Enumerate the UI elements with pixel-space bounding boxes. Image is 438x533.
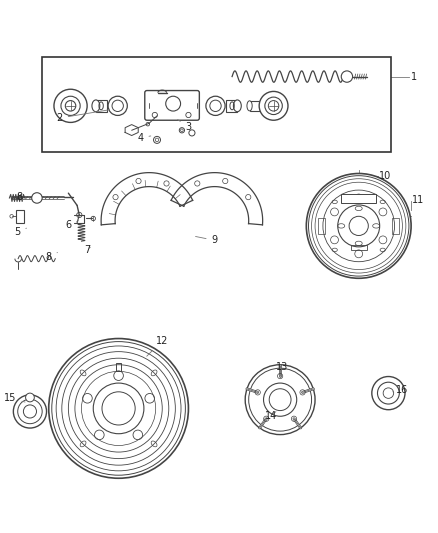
Circle shape	[306, 174, 411, 278]
Text: 11: 11	[412, 195, 424, 205]
Bar	[341, 193, 376, 203]
Circle shape	[245, 365, 315, 434]
Bar	[250, 101, 262, 111]
Text: 7: 7	[84, 245, 90, 255]
FancyBboxPatch shape	[145, 91, 199, 120]
Text: 9: 9	[195, 235, 218, 245]
Circle shape	[206, 96, 225, 116]
Text: 16: 16	[393, 385, 409, 394]
Circle shape	[13, 395, 46, 428]
Text: 2: 2	[57, 110, 110, 123]
Text: 4: 4	[138, 133, 151, 143]
Text: 8: 8	[16, 192, 23, 201]
Ellipse shape	[247, 101, 252, 111]
Bar	[16, 210, 24, 223]
Bar	[351, 245, 367, 250]
Text: 8: 8	[46, 252, 57, 262]
Text: 3: 3	[178, 119, 191, 132]
Text: 15: 15	[4, 393, 25, 403]
Circle shape	[259, 92, 288, 120]
Bar	[392, 218, 399, 234]
Text: 13: 13	[276, 362, 289, 372]
Circle shape	[372, 376, 405, 410]
Circle shape	[338, 205, 380, 247]
Circle shape	[54, 89, 87, 123]
Text: 6: 6	[65, 220, 78, 230]
Circle shape	[264, 383, 297, 416]
Bar	[226, 100, 237, 111]
Circle shape	[49, 338, 188, 478]
Bar	[96, 100, 107, 111]
Circle shape	[341, 71, 353, 82]
Text: 5: 5	[14, 227, 26, 237]
Ellipse shape	[233, 100, 241, 112]
Text: 14: 14	[265, 411, 278, 421]
Circle shape	[108, 96, 127, 116]
Text: 1: 1	[411, 71, 417, 82]
Circle shape	[25, 393, 34, 402]
Text: 12: 12	[147, 336, 169, 356]
Bar	[318, 218, 325, 234]
Bar	[42, 57, 392, 152]
Text: 10: 10	[379, 171, 392, 181]
Circle shape	[32, 193, 42, 203]
Bar	[116, 362, 121, 372]
Ellipse shape	[92, 100, 100, 112]
